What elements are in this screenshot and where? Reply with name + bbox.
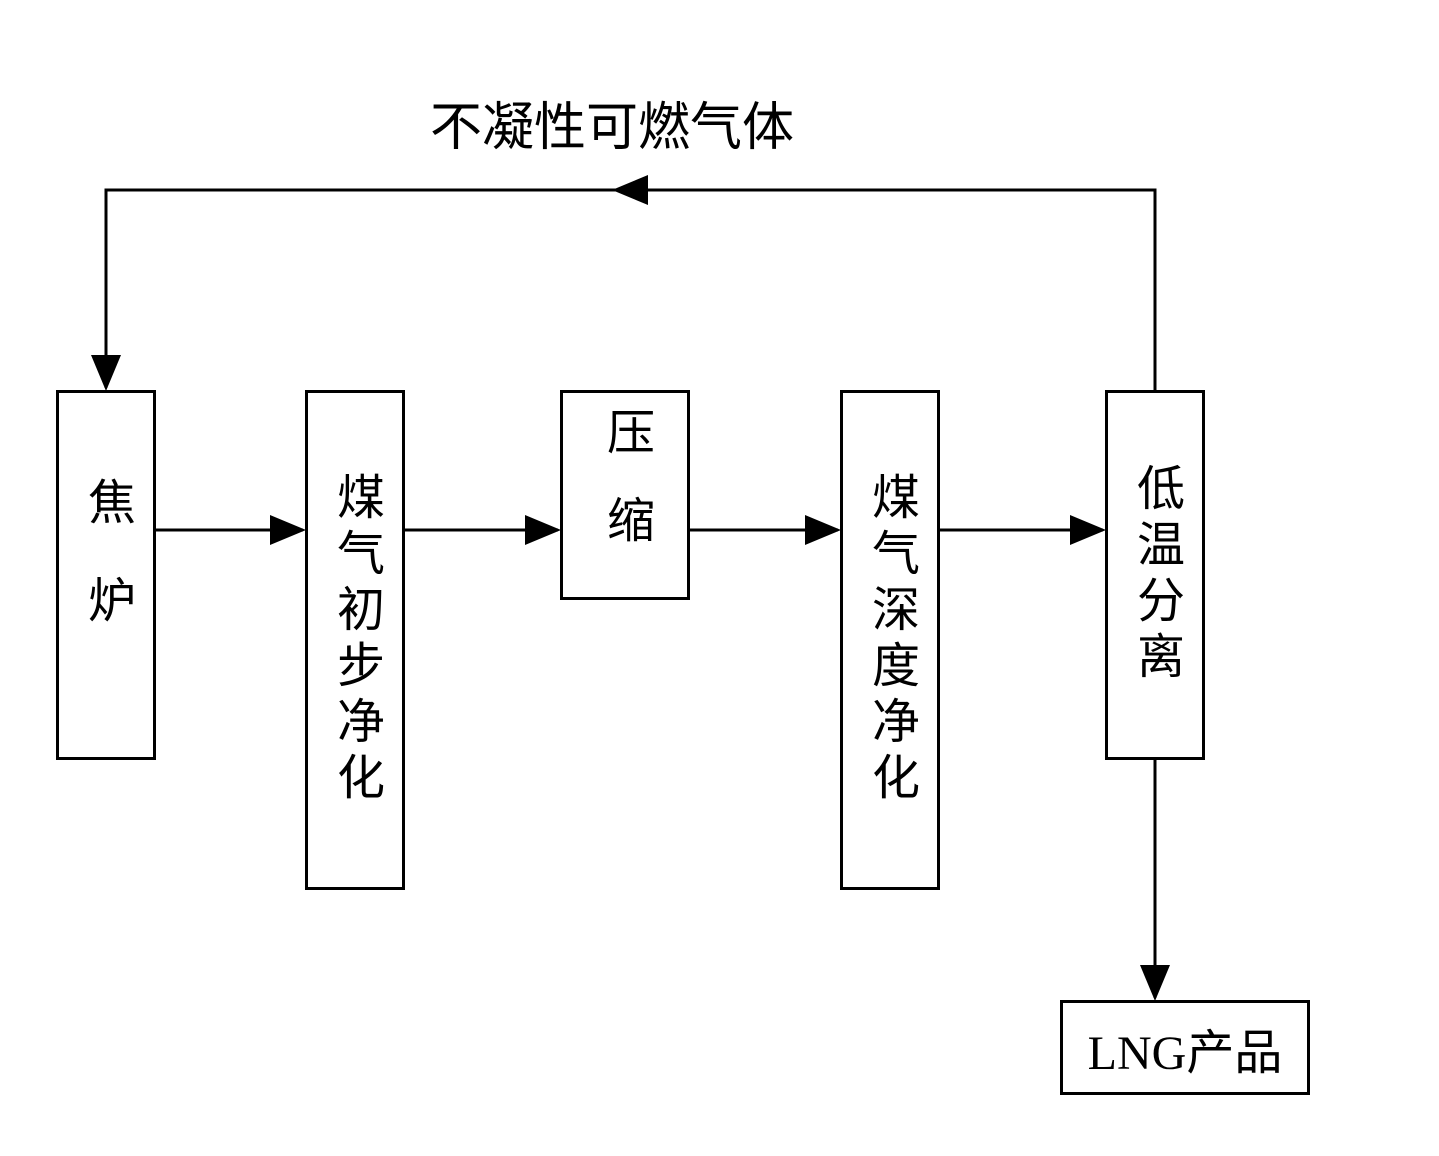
compression-label: 压缩 [590, 407, 660, 583]
flowchart-arrows [0, 0, 1439, 1156]
furnace-box: 焦炉 [56, 390, 156, 760]
primary-purification-box: 煤气初步净化 [305, 390, 405, 890]
lng-product-box: LNG产品 [1060, 1000, 1310, 1095]
lng-product-label: LNG产品 [1088, 1013, 1283, 1083]
feedback-label: 不凝性可燃气体 [430, 85, 794, 160]
deep-purification-label: 煤气深度净化 [855, 472, 925, 808]
primary-purification-label: 煤气初步净化 [320, 472, 390, 808]
compression-box: 压缩 [560, 390, 690, 600]
furnace-label: 焦炉 [71, 477, 141, 673]
deep-purification-box: 煤气深度净化 [840, 390, 940, 890]
cryogenic-separation-box: 低温分离 [1105, 390, 1205, 760]
cryogenic-separation-label: 低温分离 [1120, 463, 1190, 687]
